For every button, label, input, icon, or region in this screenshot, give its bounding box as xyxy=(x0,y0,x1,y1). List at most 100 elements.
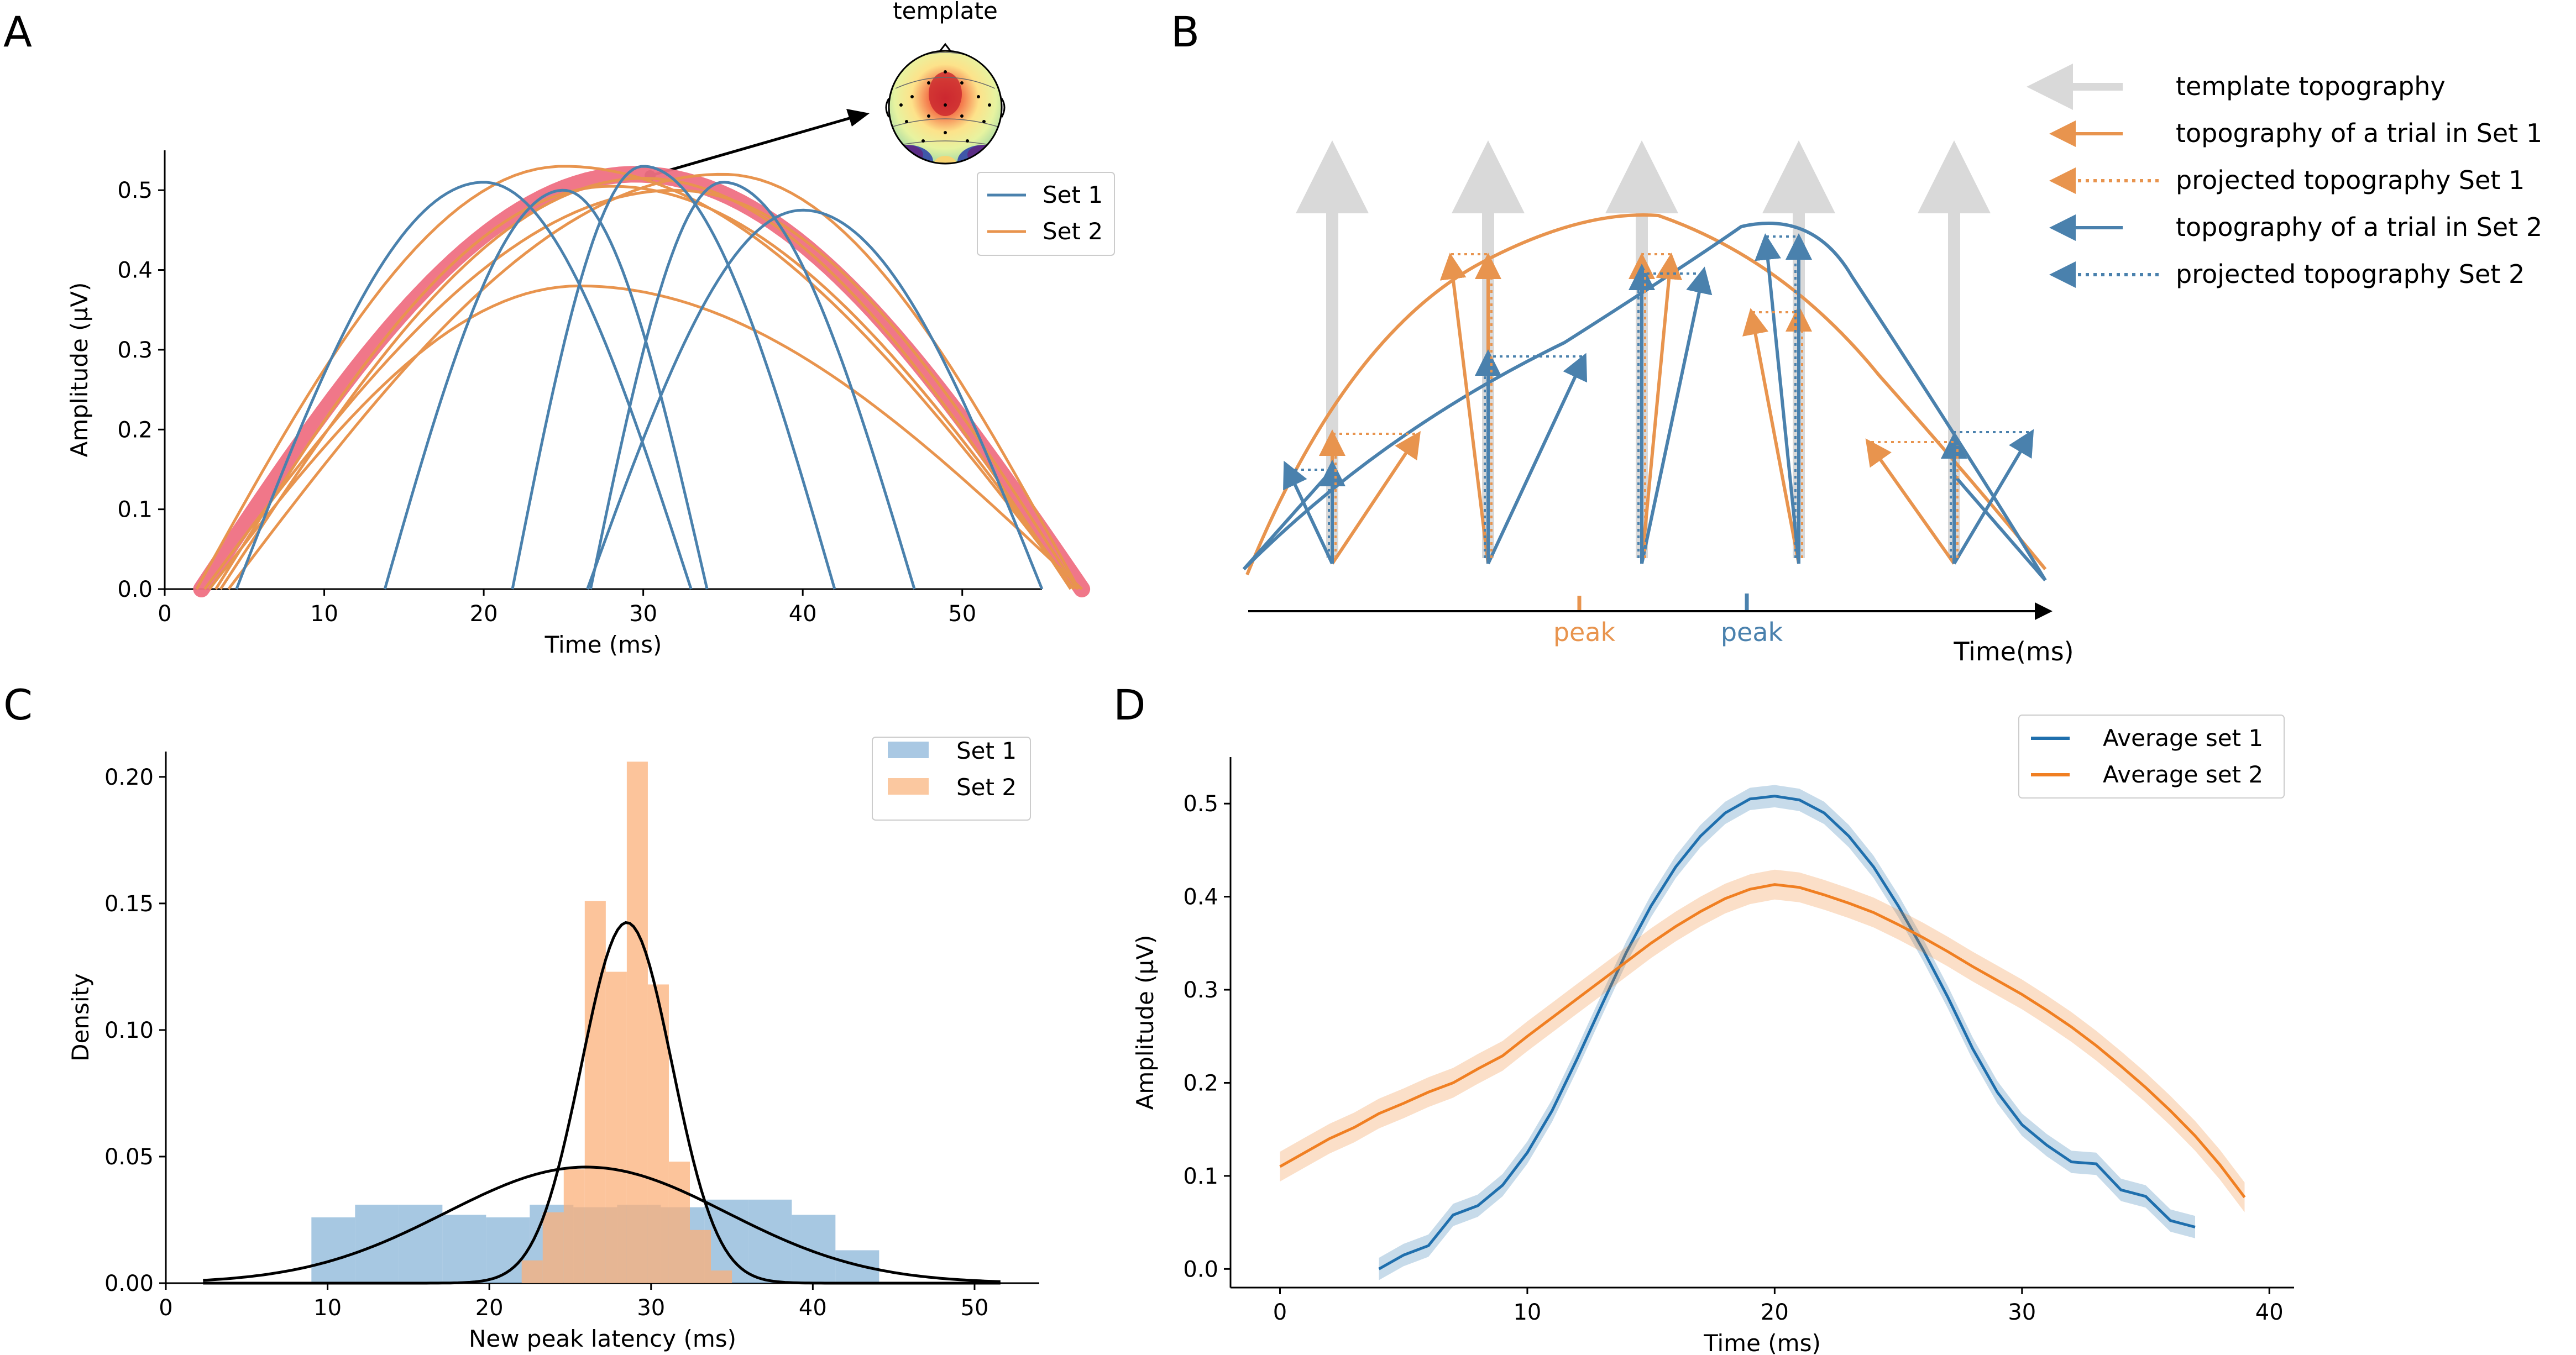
chart-c-legend-set1: Set 1 xyxy=(956,737,1017,764)
chart-c-y-axis-label: Density xyxy=(67,973,94,1062)
chart-d-x-tick-label: 0 xyxy=(1273,1300,1287,1325)
set1-peak-curve xyxy=(1245,213,2047,576)
chart-c-set1-bar-13 xyxy=(835,1250,879,1283)
chart-d-y-tick-label: 0.5 xyxy=(1183,791,1218,817)
projection-dotted-lines xyxy=(1288,235,2029,558)
chart-c-legend-swatch-set1 xyxy=(888,742,929,758)
chart-a-x-tick-label: 40 xyxy=(789,601,817,627)
chart-c-legend-set2: Set 2 xyxy=(956,774,1017,801)
chart-a-x-tick-label: 0 xyxy=(158,601,171,627)
set1-arrow-10 xyxy=(1865,438,1956,565)
set2-arrow-6 xyxy=(1640,266,1713,564)
set1-arrow-3 xyxy=(1439,253,1490,564)
chart-d-y-tick-label: 0.3 xyxy=(1183,978,1218,1003)
chart-c-legend-swatch-set2 xyxy=(888,778,929,795)
chart-d-x-tick-label: 10 xyxy=(1513,1300,1541,1325)
chart-a-set2-trial-5 xyxy=(219,177,1072,590)
set2-arrow-8 xyxy=(1755,233,1800,564)
set2-arrow-1 xyxy=(1283,460,1334,565)
chart-a-legend: Set 1 Set 2 xyxy=(977,172,1115,256)
chart-d-series-1 xyxy=(1378,795,2196,1270)
chart-a-set1-trial-1 xyxy=(235,181,693,590)
chart-d-x-axis-label: Time (ms) xyxy=(1703,1330,1821,1355)
chart-a-x-tick-label: 20 xyxy=(470,601,498,627)
chart-a-set2-trial-3 xyxy=(208,284,1083,590)
legend-b-item-5: projected topography Set 2 xyxy=(2176,259,2525,289)
chart-a-y-tick-label: 0.4 xyxy=(117,258,153,283)
panel-b: B xyxy=(1171,7,2542,666)
chart-c-x-tick-label: 0 xyxy=(159,1295,172,1321)
chart-c-plot: 0 10 20 30 40 50 0.00 0.05 0.10 0.15 0.20 New peak … xyxy=(67,752,1039,1352)
chart-c-set1-bar-12 xyxy=(792,1215,836,1283)
chart-c-y-tick-label: 0.00 xyxy=(104,1271,154,1296)
chart-d-y-tick-label: 0.0 xyxy=(1183,1257,1218,1282)
chart-d-y-axis-label: Amplitude (µV) xyxy=(1132,935,1159,1110)
legend-b-item-4: topography of a trial in Set 2 xyxy=(2176,212,2542,242)
chart-d-series-2 xyxy=(1279,883,2246,1199)
chart-c-set2-bar-10 xyxy=(711,1270,732,1283)
chart-a-template-curve xyxy=(193,166,1091,597)
chart-a-y-tick-label: 0.2 xyxy=(117,417,153,443)
template-label: template xyxy=(893,0,998,24)
chart-c-set1-bar-1 xyxy=(311,1217,355,1283)
chart-c-y-tick-label: 0.15 xyxy=(104,891,154,917)
chart-a-legend-set1: Set 1 xyxy=(1043,181,1103,208)
legend-b-item-3: projected topography Set 1 xyxy=(2176,165,2525,195)
template-pointer-arrowhead xyxy=(846,109,870,127)
chart-c-x-tick-label: 20 xyxy=(475,1295,504,1321)
chart-d-x-tick-label: 40 xyxy=(2255,1300,2284,1325)
chart-a-x-axis-label: Time (ms) xyxy=(544,631,662,658)
chart-c-set1-fit-curve xyxy=(203,1165,1001,1283)
peak-label-set1: peak xyxy=(1553,617,1616,647)
time-axis-label: Time(ms) xyxy=(1953,637,2074,666)
panel-d: D 0 10 20 30 40 0.0 0.1 0.2 0.3 0.4 0.5 Time (ms) Am… xyxy=(1113,680,2294,1355)
peak-label-set2: peak xyxy=(1721,617,1783,647)
chart-c-x-tick-label: 50 xyxy=(961,1295,989,1321)
chart-d-plot: 0 10 20 30 40 0.0 0.1 0.2 0.3 0.4 0.5 Time (ms) Ampl… xyxy=(1132,757,2294,1355)
chart-a-x-tick-label: 10 xyxy=(310,601,338,627)
chart-a-set2-trial-1 xyxy=(195,165,1075,590)
set2-arrow-12 xyxy=(1952,474,2047,581)
chart-d-x-tick-label: 20 xyxy=(1761,1300,1789,1325)
chart-a-set1-trial-5 xyxy=(586,208,1044,590)
chart-d-legend: Average set 1 Average set 2 xyxy=(2018,715,2285,799)
chart-a-y-tick-label: 0.0 xyxy=(117,577,153,602)
chart-a-legend-set2: Set 2 xyxy=(1043,218,1103,245)
chart-a-x-tick-label: 30 xyxy=(629,601,657,627)
set2-peak-curve xyxy=(1242,222,2047,581)
set2-arrow-10 xyxy=(1952,429,2034,565)
chart-a-set1-trial-4 xyxy=(589,181,916,590)
chart-d-legend-set2: Average set 2 xyxy=(2103,761,2263,788)
chart-a-y-axis-label: Amplitude (µV) xyxy=(66,282,93,458)
chart-c-y-tick-label: 0.20 xyxy=(104,765,154,790)
set2-arrow-4 xyxy=(1486,353,1588,565)
chart-a-set2-trial-2 xyxy=(203,188,1078,590)
legend-b-item-2: topography of a trial in Set 1 xyxy=(2176,118,2542,148)
chart-c-y-tick-label: 0.10 xyxy=(104,1018,154,1043)
chart-d-y-tick-label: 0.1 xyxy=(1183,1164,1218,1189)
chart-c-set2-fit-curve xyxy=(203,921,1001,1285)
chart-c-x-tick-label: 10 xyxy=(313,1295,342,1321)
chart-a-plot: 0 10 20 30 40 50 0.0 0.1 0.2 0.3 0.4 0.5 Time (ms) Am… xyxy=(66,150,1091,658)
chart-c-set2-bar-8 xyxy=(668,1162,690,1283)
chart-a-x-tick-label: 50 xyxy=(948,601,976,627)
panel-c: C 0 10 20 30 40 50 0.00 0.05 0.10 0.15 0.20 New pea… xyxy=(3,680,1039,1352)
chart-c-set2-bar-4 xyxy=(584,901,606,1283)
chart-c-y-tick-label: 0.05 xyxy=(104,1144,154,1170)
chart-c-set2-bar-9 xyxy=(690,1230,711,1283)
chart-a-y-tick-label: 0.3 xyxy=(117,338,153,363)
chart-c-legend: Set 1 Set 2 xyxy=(872,737,1031,821)
chart-a-set1-trial-2 xyxy=(383,188,709,590)
chart-d-x-tick-label: 30 xyxy=(2008,1300,2036,1325)
chart-c-set2-bar-6 xyxy=(626,761,648,1283)
panel-b-legend: template topography topography of a tria… xyxy=(2027,64,2542,289)
set2-trial-arrows xyxy=(1242,233,2047,581)
chart-c-set1-bar-4 xyxy=(442,1215,486,1283)
set1-arrow-2 xyxy=(1331,431,1421,565)
chart-a-y-tick-label: 0.1 xyxy=(117,497,153,523)
panel-letter-c: C xyxy=(3,680,33,729)
template-pointer-line xyxy=(650,116,852,177)
chart-c-x-axis-label: New peak latency (ms) xyxy=(469,1325,736,1352)
panel-letter-d: D xyxy=(1113,680,1146,729)
